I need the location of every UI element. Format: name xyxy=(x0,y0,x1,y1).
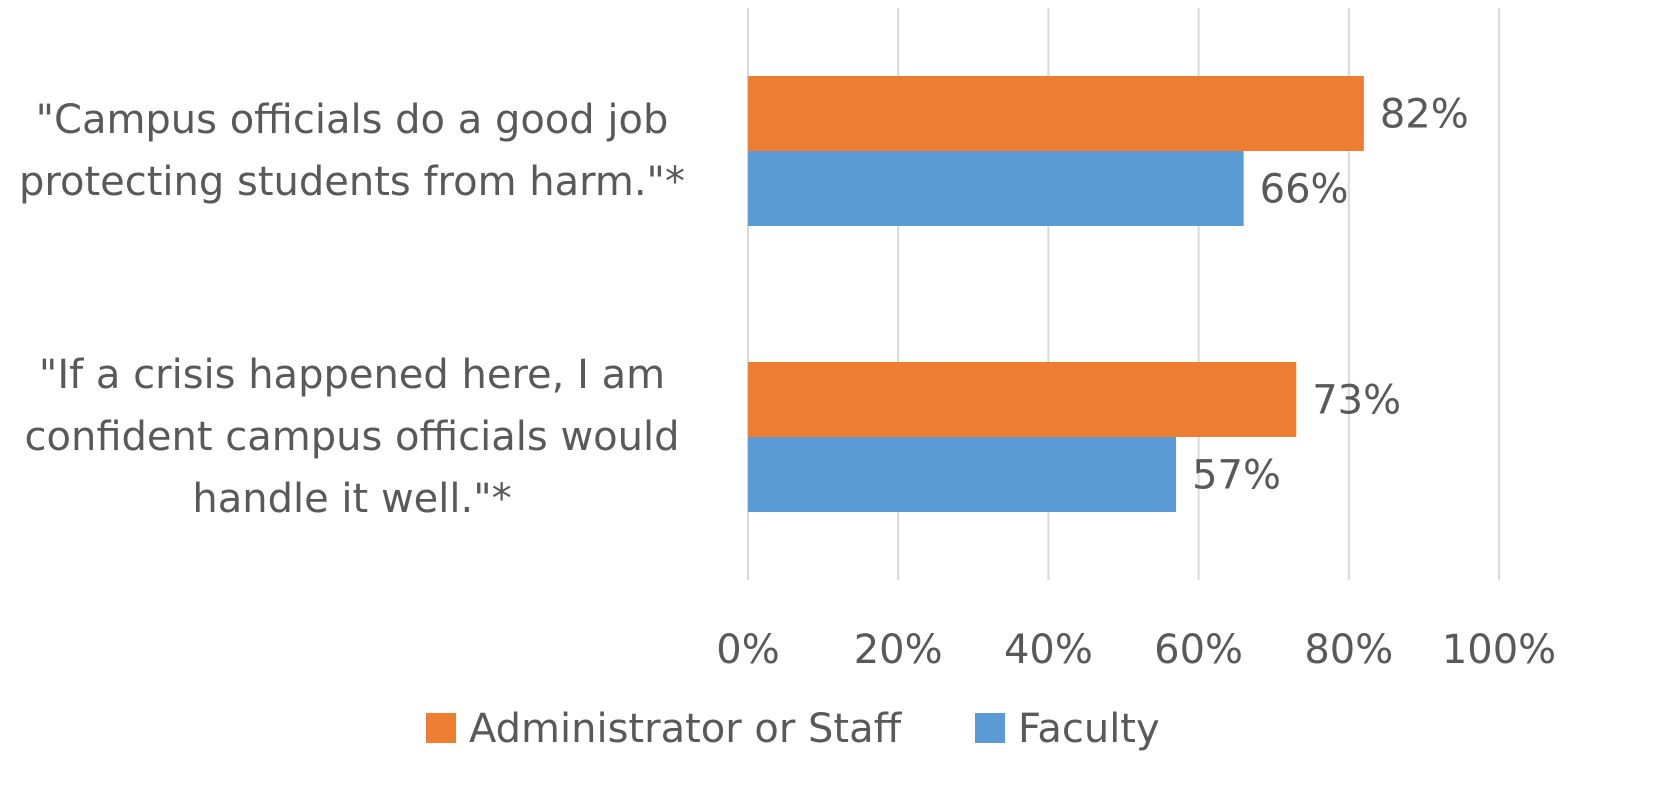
category-label-1: "Campus officials do a good job protectin… xyxy=(19,97,685,205)
x-tick-label-40: 40% xyxy=(1004,627,1093,673)
legend-label-admin-staff: Administrator or Staff xyxy=(469,706,903,752)
legend: Administrator or Staff Faculty xyxy=(426,706,1160,752)
bar-admin-staff-cat1 xyxy=(748,76,1364,151)
legend-swatch-admin-staff xyxy=(426,713,456,743)
category-label-2-line-1: "If a crisis happened here, I am xyxy=(39,352,665,398)
x-tick-label-20: 20% xyxy=(854,627,943,673)
bar-faculty-cat1 xyxy=(748,151,1244,226)
category-label-2: "If a crisis happened here, I am confiden… xyxy=(25,352,680,522)
bar-faculty-cat2 xyxy=(748,437,1177,512)
data-label-admin-staff-cat2: 73% xyxy=(1312,378,1401,424)
data-label-admin-staff-cat1: 82% xyxy=(1380,92,1469,138)
category-label-2-line-2: confident campus officials would xyxy=(25,414,680,460)
x-tick-label-100: 100% xyxy=(1442,627,1556,673)
bars xyxy=(748,76,1364,512)
category-labels: "Campus officials do a good job protectin… xyxy=(19,97,685,522)
x-axis-ticks: 0% 20% 40% 60% 80% 100% xyxy=(716,627,1556,673)
data-label-faculty-cat2: 57% xyxy=(1192,453,1281,499)
x-tick-label-60: 60% xyxy=(1154,627,1243,673)
data-label-faculty-cat1: 66% xyxy=(1260,167,1349,213)
legend-label-faculty: Faculty xyxy=(1018,706,1160,752)
x-tick-label-80: 80% xyxy=(1304,627,1393,673)
category-label-1-line-1: "Campus officials do a good job xyxy=(36,97,669,143)
legend-swatch-faculty xyxy=(975,713,1005,743)
data-labels: 82% 66% 73% 57% xyxy=(1192,92,1469,499)
category-label-1-line-2: protecting students from harm."* xyxy=(19,159,685,205)
category-label-2-line-3: handle it well."* xyxy=(192,476,511,522)
x-tick-label-0: 0% xyxy=(716,627,779,673)
bar-admin-staff-cat2 xyxy=(748,362,1297,437)
